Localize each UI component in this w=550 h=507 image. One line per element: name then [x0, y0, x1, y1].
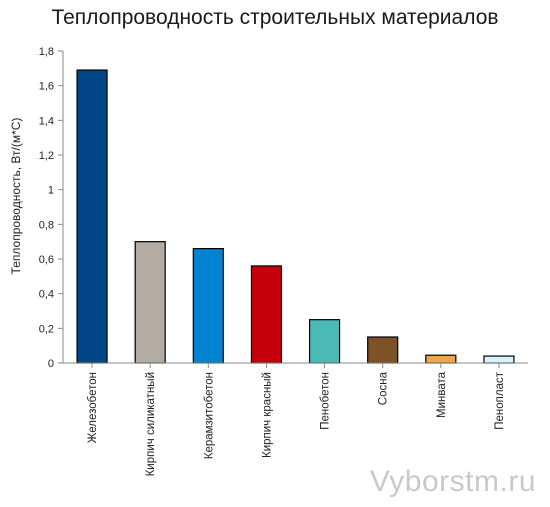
bars [76, 69, 515, 364]
x-category-label: Пенопласт [494, 371, 506, 429]
x-category-label: Железобетон [87, 372, 99, 443]
x-category-label: Сосна [378, 371, 390, 405]
x-category-label: Пенобетон [320, 372, 332, 430]
y-tick-label: 0,8 [39, 219, 54, 231]
bar [76, 69, 108, 364]
x-category-label: Минвата [436, 371, 448, 418]
y-axis: 0 0,2 0,4 0,6 0,8 1 1,2 1,4 1,6 1,8 [39, 46, 63, 370]
bar [425, 354, 457, 364]
bar [367, 336, 399, 364]
x-category-label: Кирпич красный [261, 372, 273, 458]
y-tick-label: 0 [48, 358, 54, 370]
y-tick-label: 1,8 [39, 46, 54, 58]
y-tick-label: 0,4 [39, 289, 54, 301]
bar [308, 319, 341, 364]
y-tick-label: 1,2 [39, 150, 54, 162]
x-axis: Железобетон Кирпич силикатный Керамзитобет… [87, 363, 506, 476]
y-tick-label: 1 [48, 185, 54, 197]
bar [134, 241, 166, 364]
bar [192, 248, 224, 364]
watermark: Vyborstm.ru [369, 465, 536, 498]
y-tick-label: 1,4 [39, 115, 54, 127]
y-tick-label: 1,6 [39, 81, 54, 93]
bar [483, 355, 515, 364]
y-tick-label: 0,2 [39, 323, 54, 335]
y-tick-label: 0,6 [39, 254, 54, 266]
chart-title: Теплопроводность строительных материалов [51, 6, 499, 29]
x-category-label: Кирпич силикатный [145, 372, 157, 476]
y-axis-title: Теплопроводность, Вт/(м*С) [9, 118, 23, 275]
x-category-label: Керамзитобетон [203, 372, 215, 459]
bar [250, 265, 283, 364]
y-axis-title-group: Теплопроводность, Вт/(м*С) [9, 118, 23, 275]
